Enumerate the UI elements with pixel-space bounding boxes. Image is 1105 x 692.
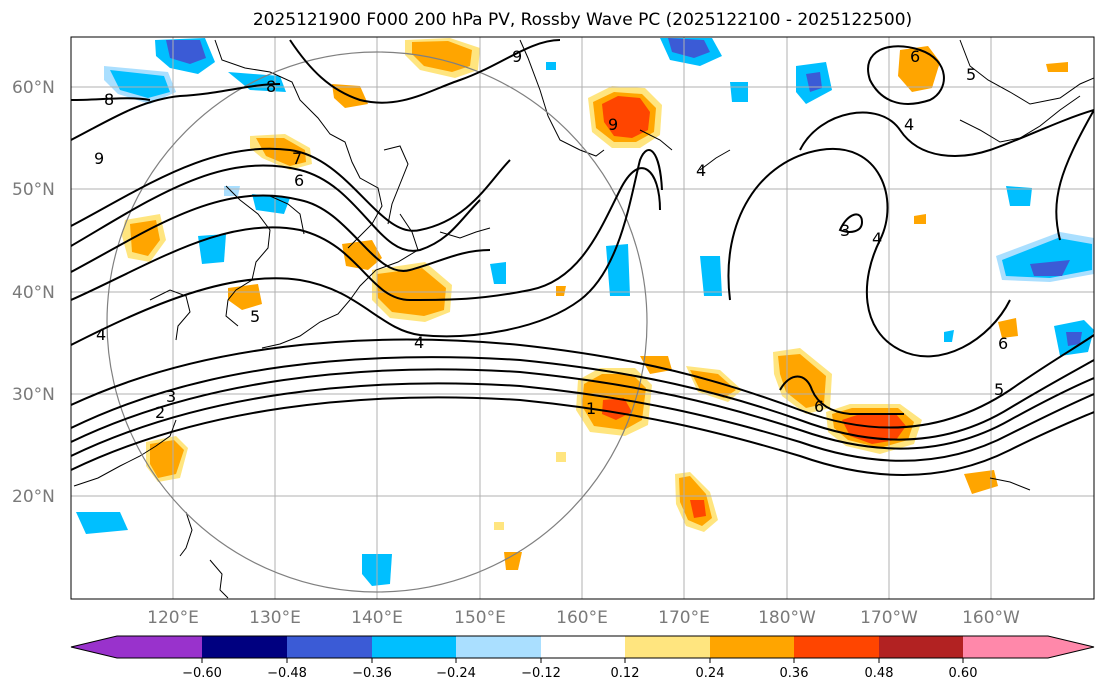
lon-label: 140°E (351, 608, 403, 628)
colorbar-tick-label: 0.60 (949, 666, 978, 681)
contour-label: 3 (840, 221, 850, 240)
lon-label: 170°E (658, 608, 710, 628)
lon-label: 120°E (147, 608, 199, 628)
contour-label: 5 (250, 307, 260, 326)
colorbar: −0.60 −0.48 −0.36 −0.24 −0.12 0.12 0.24 … (70, 635, 1095, 681)
lon-label: 160°E (556, 608, 608, 628)
colorbar-segment (117, 636, 202, 658)
colorbar-ticks (201, 658, 964, 663)
colorbar-segment (794, 636, 879, 658)
lat-label: 60°N (12, 78, 55, 98)
contour-label: 4 (872, 229, 882, 248)
contour-label: 6 (910, 47, 920, 66)
colorbar-segment (372, 636, 456, 658)
positive-anomaly-shading (122, 38, 1068, 570)
colorbar-tick-label: 0.48 (865, 666, 894, 681)
pv-contours (71, 39, 1094, 476)
contour-label: 4 (414, 333, 424, 352)
lon-label: 170°W (860, 608, 918, 628)
contour-labels: 8 9 8 7 6 9 4 5 4 3 2 4 1 6 5 6 4 4 3 9 (94, 47, 1008, 422)
longitude-labels: 120°E 130°E 140°E 150°E 160°E 170°E 180°… (147, 608, 1020, 628)
contour-label: 6 (814, 397, 824, 416)
contour-label: 4 (696, 161, 706, 180)
contour-label: 5 (994, 380, 1004, 399)
colorbar-tick-label: −0.12 (521, 666, 561, 681)
map-panel: 8 9 8 7 6 9 4 5 4 3 2 4 1 6 5 6 4 4 3 9 (70, 36, 1095, 600)
lon-label: 130°E (249, 608, 301, 628)
contour-label: 5 (966, 65, 976, 84)
colorbar-tick-label: 0.12 (611, 666, 640, 681)
colorbar-outline (70, 635, 1095, 659)
contour-label: 8 (104, 90, 114, 109)
lat-label: 30°N (12, 385, 55, 405)
colorbar-segment (625, 636, 710, 658)
contour-label: 8 (266, 77, 276, 96)
contour-label: 9 (94, 149, 104, 168)
colorbar-tick-label: −0.60 (182, 666, 222, 681)
colorbar-segment (541, 636, 625, 658)
lat-label: 20°N (12, 487, 55, 507)
colorbar-segment (963, 636, 1048, 658)
colorbar-high-extension (1048, 636, 1094, 658)
colorbar-segment (879, 636, 963, 658)
contour-label: 6 (294, 171, 304, 190)
contour-label: 4 (904, 115, 914, 134)
colorbar-low-extension (71, 636, 117, 658)
map-frame (70, 36, 1095, 600)
contour-label: 3 (166, 387, 176, 406)
contour-label: 6 (998, 334, 1008, 353)
lat-label: 50°N (12, 180, 55, 200)
projection-circle (106, 51, 648, 593)
colorbar-segment (710, 636, 794, 658)
lat-label: 40°N (12, 283, 55, 303)
contour-label: 7 (292, 149, 302, 168)
contour-label: 4 (96, 325, 106, 344)
lon-label: 160°W (962, 608, 1020, 628)
colorbar-segment (202, 636, 287, 658)
contour-label: 9 (512, 47, 522, 66)
colorbar-segment (456, 636, 541, 658)
latitude-labels: 60°N 50°N 40°N 30°N 20°N (12, 78, 55, 507)
contour-label: 2 (155, 403, 165, 422)
colorbar-tick-label: −0.48 (267, 666, 307, 681)
colorbar-tick-label: 0.36 (780, 666, 809, 681)
colorbar-tick-label: −0.36 (352, 666, 392, 681)
contour-label: 1 (586, 399, 596, 418)
negative-anomaly-shading (76, 38, 1094, 586)
contour-label: 9 (608, 115, 618, 134)
lon-label: 180°W (758, 608, 816, 628)
colorbar-segment (287, 636, 372, 658)
colorbar-tick-label: 0.24 (696, 666, 725, 681)
lon-label: 150°E (454, 608, 506, 628)
figure-title: 2025121900 F000 200 hPa PV, Rossby Wave … (252, 10, 913, 30)
colorbar-tick-label: −0.24 (436, 666, 476, 681)
